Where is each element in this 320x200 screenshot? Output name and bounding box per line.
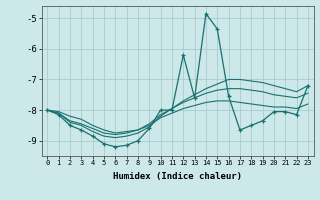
X-axis label: Humidex (Indice chaleur): Humidex (Indice chaleur) — [113, 172, 242, 181]
